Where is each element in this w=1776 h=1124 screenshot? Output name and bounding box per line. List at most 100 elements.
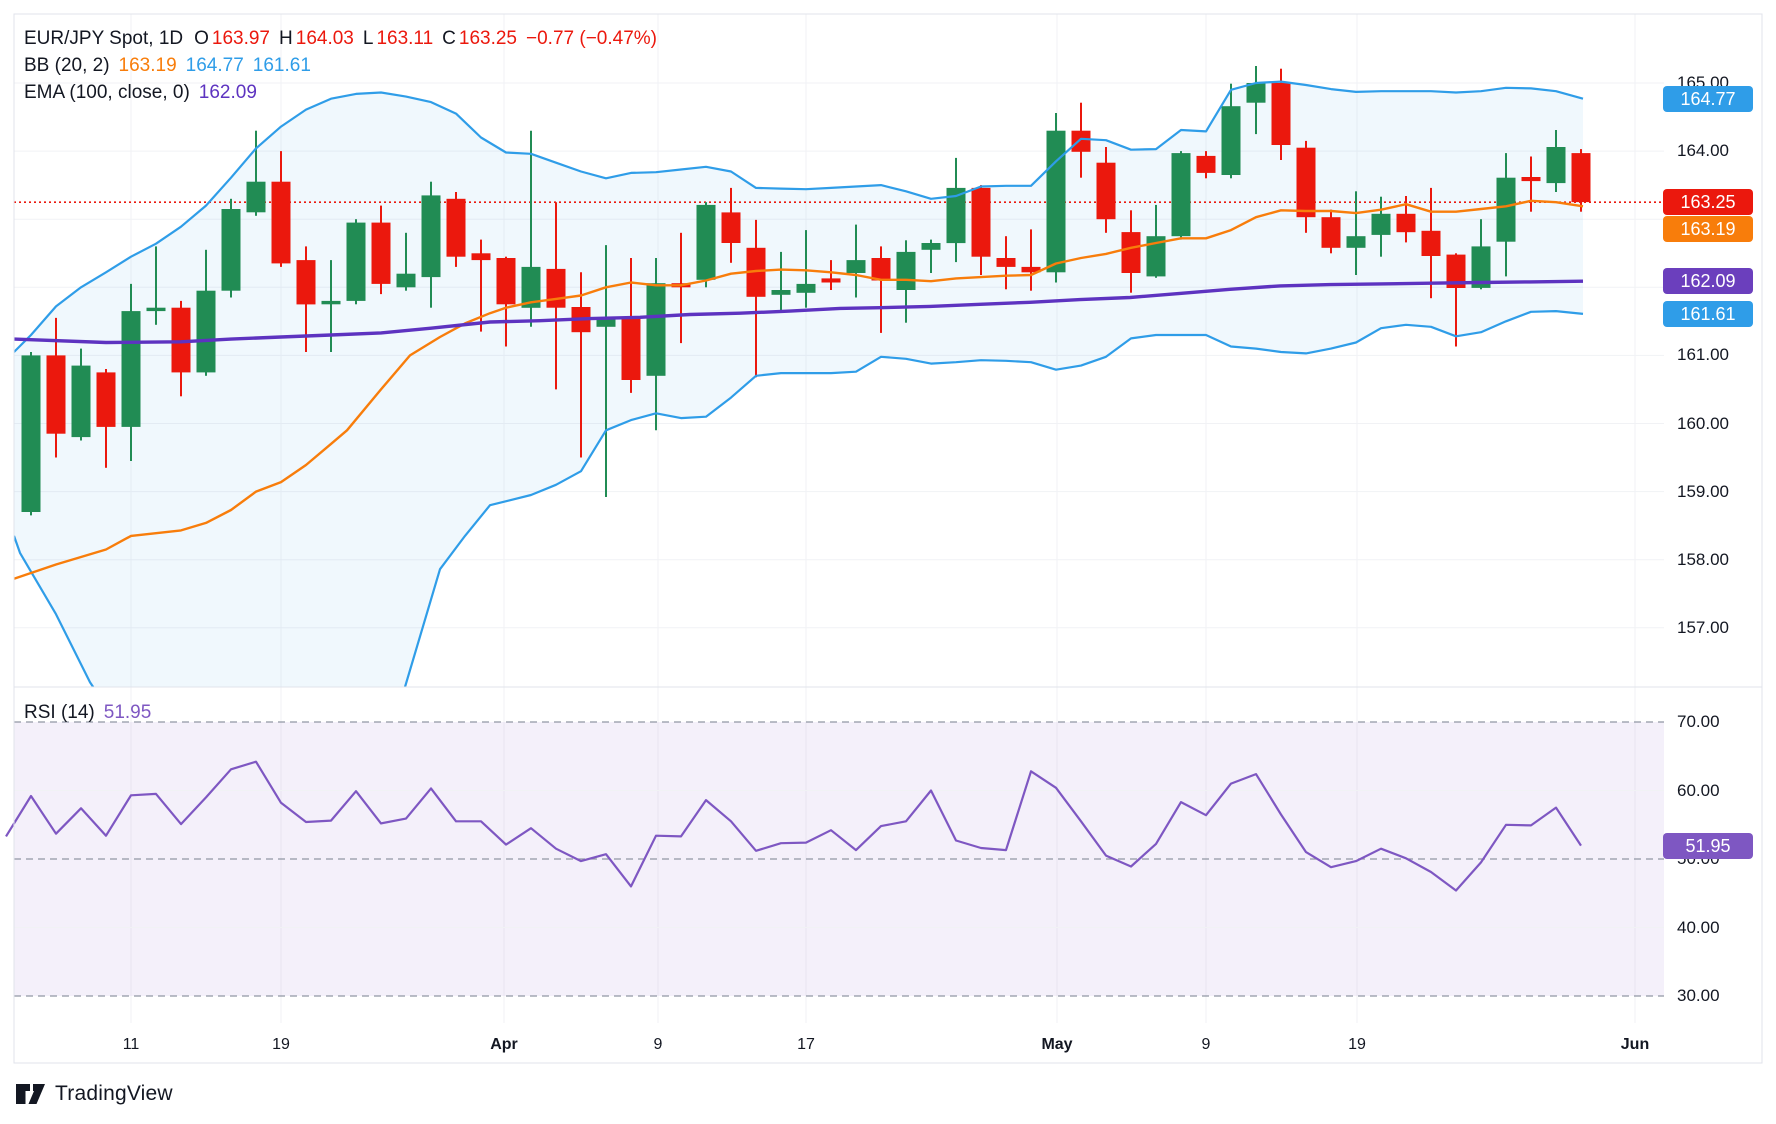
candle-body: [1496, 177, 1516, 242]
candle-body: [821, 278, 841, 283]
candle-body: [1421, 230, 1441, 256]
candle-body: [996, 258, 1016, 267]
date-tick-label[interactable]: Jun: [1620, 1036, 1650, 1053]
candle-body: [1546, 147, 1566, 184]
candle-body: [1071, 130, 1091, 152]
tradingview-logo[interactable]: TradingView: [16, 1082, 173, 1106]
legend-ema-row[interactable]: EMA (100, close, 0) 162.09: [24, 82, 257, 104]
candle-body: [1521, 177, 1541, 182]
ema-value: 162.09: [198, 82, 257, 103]
low-label: L: [362, 28, 374, 49]
candle-body: [46, 355, 66, 434]
candle-body: [1196, 155, 1216, 173]
bb-upper-line: [14, 80, 1584, 353]
candle-body: [196, 290, 216, 373]
rsi-tick-label: 30.00: [1677, 986, 1720, 1005]
candle-body: [1246, 83, 1266, 103]
candle-body: [521, 266, 541, 308]
candle-body: [846, 260, 866, 273]
price-tick-label: 161.00: [1677, 345, 1729, 364]
change-value: −0.77 (−0.47%): [526, 28, 657, 49]
bb-label: BB (20, 2): [24, 55, 110, 76]
candle-body: [171, 307, 191, 373]
candle-body: [21, 355, 41, 512]
candle-body: [421, 195, 441, 278]
candle-body: [871, 258, 891, 281]
candle-body: [296, 260, 316, 305]
close-label: C: [442, 28, 456, 49]
bb-basis-value: 163.19: [118, 55, 177, 76]
candle-body: [1446, 254, 1466, 288]
close-value: 163.25: [458, 28, 518, 49]
candle-body: [71, 365, 91, 438]
date-tick-label[interactable]: 19: [272, 1036, 290, 1053]
widget-border: [13, 13, 1763, 1064]
date-tick-label[interactable]: 19: [1348, 1036, 1366, 1053]
candle-body: [646, 283, 666, 376]
date-tick-label[interactable]: May: [1041, 1036, 1073, 1053]
price-tick-label: 157.00: [1677, 618, 1729, 637]
price-tick-label: 159.00: [1677, 482, 1729, 501]
bb-lower-badge: 161.61: [1663, 301, 1753, 327]
date-tick-label[interactable]: 9: [1201, 1036, 1211, 1053]
candle-body: [321, 300, 341, 305]
candle-body: [371, 222, 391, 284]
ema-line: [14, 279, 1584, 345]
bb-basis-line: [14, 199, 1584, 580]
price-tick-label: 160.00: [1677, 414, 1729, 433]
candle-body: [1396, 213, 1416, 233]
bb-upper-value: 164.77: [185, 55, 244, 76]
rsi-tick-label: 60.00: [1677, 781, 1720, 800]
candle-body: [921, 243, 941, 250]
candle-body: [471, 253, 491, 261]
candle-body: [96, 372, 116, 427]
bb-lower-line: [14, 310, 1584, 687]
last-price-badge: 163.25: [1663, 189, 1753, 215]
candle-body: [1471, 246, 1491, 288]
rsi-band: [14, 722, 1664, 996]
candle-body: [546, 268, 566, 308]
candle-body: [971, 187, 991, 257]
low-value: 163.11: [376, 28, 434, 49]
rsi-tick-label: 70.00: [1677, 712, 1720, 731]
open-label: O: [194, 28, 209, 49]
candle-body: [496, 258, 516, 305]
candle-body: [1321, 217, 1341, 248]
candle-body: [721, 212, 741, 243]
rsi-label: RSI (14): [24, 702, 95, 723]
rsi-line: [5, 760, 1582, 892]
legend-symbol-row[interactable]: EUR/JPY Spot, 1D O 163.97 H 164.03 L 163.11…: [24, 28, 657, 50]
date-tick-label[interactable]: 11: [122, 1036, 140, 1053]
candle-body: [596, 317, 616, 327]
bb-upper-badge: 164.77: [1663, 86, 1753, 112]
ema-badge: 162.09: [1663, 268, 1753, 294]
date-tick-label[interactable]: 17: [797, 1036, 815, 1053]
candle-body: [121, 311, 141, 427]
candle-body: [271, 181, 291, 264]
candle-body: [896, 251, 916, 290]
candle-body: [146, 307, 166, 312]
candle-body: [771, 290, 791, 295]
candle-body: [396, 273, 416, 288]
candle-body: [1121, 232, 1141, 273]
date-tick-label[interactable]: 9: [653, 1036, 663, 1053]
rsi-value: 51.95: [103, 702, 152, 723]
candle-body: [946, 187, 966, 244]
candle-body: [746, 247, 766, 297]
rsi-value-badge: 51.95: [1663, 833, 1753, 859]
legend-bb-row[interactable]: BB (20, 2) 163.19 164.77 161.61: [24, 55, 311, 77]
tradingview-logo-icon: [16, 1083, 45, 1104]
candle-body: [696, 204, 716, 280]
candle-body: [1171, 153, 1191, 237]
candle-body: [1371, 213, 1391, 235]
legend-rsi-row[interactable]: RSI (14) 51.95: [24, 702, 151, 724]
candle-body: [346, 222, 366, 301]
symbol-title: EUR/JPY Spot, 1D: [24, 28, 184, 49]
candle-body: [446, 198, 466, 257]
candle-body: [1046, 130, 1066, 273]
rsi-tick-label: 40.00: [1677, 918, 1720, 937]
high-label: H: [279, 28, 293, 49]
candle-body: [1346, 236, 1366, 248]
date-tick-label[interactable]: Apr: [490, 1036, 518, 1053]
